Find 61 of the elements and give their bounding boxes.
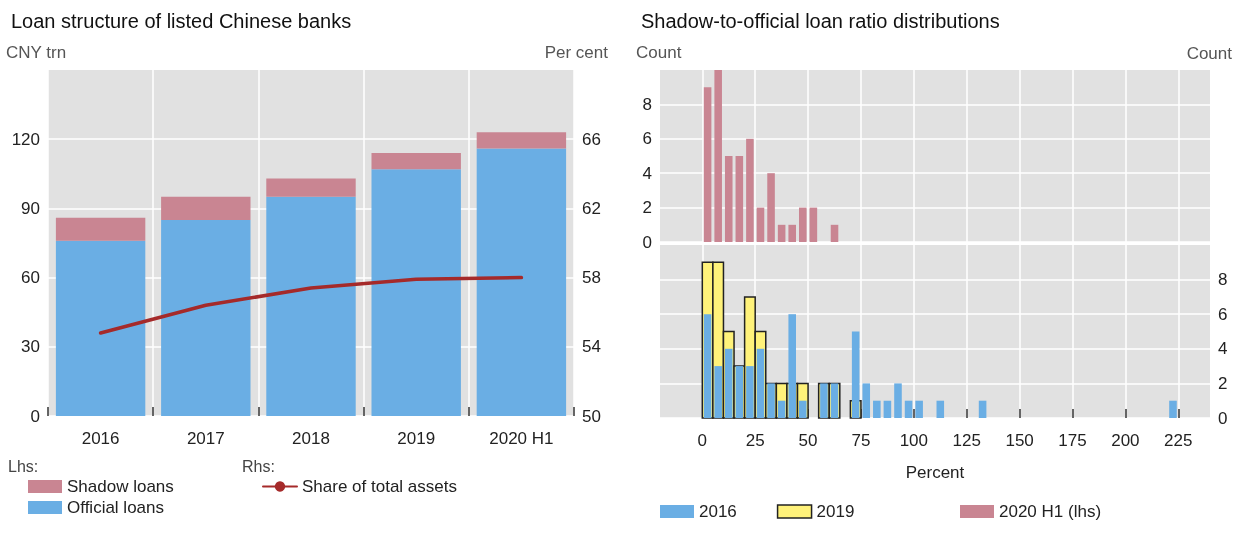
y2-tick-label: 4	[1218, 339, 1228, 359]
bar	[266, 196, 356, 416]
text: Rhs:	[242, 457, 275, 475]
legend-label: 2016	[699, 502, 737, 521]
x-tick-label: 2019	[397, 429, 436, 448]
y-tick-label: 120	[11, 129, 40, 149]
y2-tick-label: 62	[582, 198, 601, 218]
x-tick-label: 200	[1111, 431, 1140, 450]
legend-label: 2020 H1 (lhs)	[999, 502, 1102, 521]
x-tick-label: 50	[798, 431, 818, 450]
y2-axis-title: Count	[1186, 44, 1233, 63]
y-axis-title: Count	[636, 43, 682, 62]
legend-label: Official loans	[67, 498, 165, 517]
x-tick-label: 25	[745, 431, 765, 450]
x-tick-label: 2017	[186, 429, 225, 448]
y-tick-label: 30	[21, 337, 40, 357]
bar	[55, 240, 146, 416]
x-tick-label: 175	[1058, 431, 1087, 450]
y-tick-label: 0	[642, 232, 652, 252]
legend-label: 2019	[816, 502, 855, 521]
x-tick-label: 0	[697, 431, 708, 450]
x-tick-label: 75	[851, 431, 871, 450]
x-tick-label: 125	[952, 431, 981, 450]
x-tick-label: 2016	[81, 429, 120, 448]
y-tick-label: 2	[642, 198, 652, 218]
y-tick-label: 90	[21, 198, 40, 218]
x-axis-title: Percent	[905, 463, 965, 482]
y-tick-label: 6	[642, 129, 652, 149]
y2-tick-label: 8	[1218, 270, 1228, 290]
y2-tick-label: 58	[582, 268, 601, 288]
x-tick-label: 2018	[292, 429, 330, 448]
chart-title: Shadow-to-official loan ratio distributions	[641, 10, 1000, 32]
y2-tick-label: 66	[582, 129, 601, 149]
bar	[476, 132, 567, 149]
bar	[371, 169, 461, 416]
x-tick-label: 150	[1005, 431, 1034, 450]
y-tick-label: 4	[642, 163, 652, 183]
text: Lhs:	[8, 457, 39, 475]
bar	[161, 219, 251, 416]
bar	[55, 217, 146, 241]
bar	[161, 196, 251, 220]
line-series	[98, 275, 524, 335]
y2-tick-label: 54	[582, 337, 601, 357]
y2-tick-label: 6	[1218, 304, 1228, 324]
x-tick-label: 100	[899, 431, 929, 450]
y2-tick-label: 50	[582, 406, 601, 426]
y-tick-label: 60	[21, 268, 40, 288]
x-tick-label: 225	[1164, 431, 1193, 450]
chart-title: Loan structure of listed Chinese banks	[11, 10, 352, 32]
bar	[476, 148, 567, 416]
y2-tick-label: 0	[1218, 408, 1228, 428]
bar	[371, 153, 461, 170]
x-tick-label: 2020 H1	[489, 429, 554, 448]
y-axis-title: CNY trn	[6, 43, 67, 62]
y2-axis-title: Per cent	[544, 43, 609, 62]
legend-label: Shadow loans	[67, 477, 174, 496]
y-tick-label: 0	[30, 406, 40, 426]
bar	[266, 178, 356, 197]
legend-label: Share of total assets	[302, 477, 457, 496]
y-tick-label: 8	[642, 94, 652, 114]
y2-tick-label: 2	[1218, 373, 1228, 393]
